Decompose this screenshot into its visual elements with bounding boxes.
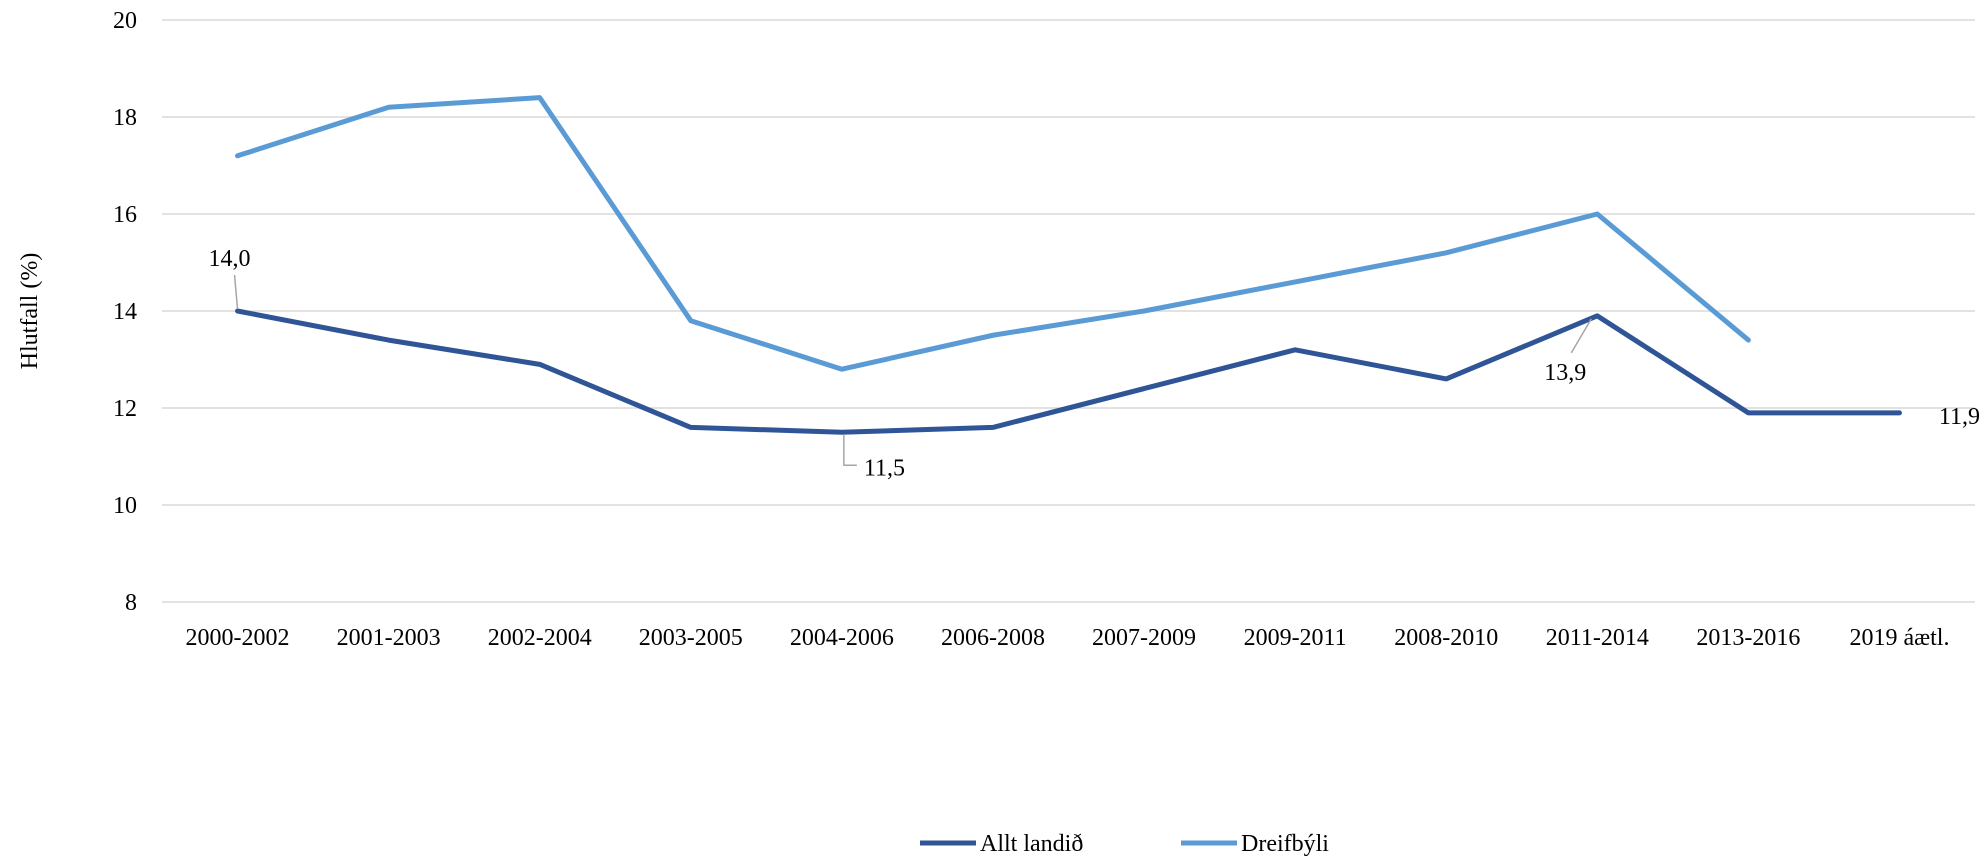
x-tick-label: 2004-2006 [790,625,894,651]
x-tick-label: 2006-2008 [941,625,1045,651]
y-tick-label: 8 [125,590,137,616]
data-label-leader-line [1570,318,1592,354]
data-labels: 14,0 11,5 13,9 11,9 [209,246,1980,481]
series-line-2 [235,95,1751,372]
y-tick-label: 16 [113,202,137,228]
y-axis-ticks: 8 10 12 14 16 18 20 [113,8,137,616]
x-tick-label: 2002-2004 [488,625,592,651]
legend: Allt landið Dreifbýli [920,831,1329,857]
data-label: 11,9 [1939,404,1980,430]
y-tick-label: 10 [113,493,137,519]
y-tick-label: 12 [113,396,137,422]
series-lines [235,95,1902,435]
x-tick-label: 2009-2011 [1244,625,1347,651]
x-axis-ticks: 2000-2002 2001-2003 2002-2004 2003-2005 2004… [186,625,1950,651]
series-line-1 [235,308,1902,435]
y-axis-title: Hlutfall (%) [17,253,43,370]
x-tick-label: 2000-2002 [186,625,290,651]
y-tick-label: 14 [113,299,137,325]
gridlines [162,19,1975,603]
y-tick-label: 18 [113,105,137,131]
x-tick-label: 2013-2016 [1696,625,1800,651]
x-tick-label: 2003-2005 [639,625,743,651]
x-tick-label: 2008-2010 [1394,625,1498,651]
data-label: 14,0 [209,246,251,272]
data-label-leader-line [843,434,857,466]
y-tick-label: 20 [113,8,137,34]
data-label-leader-line [233,274,239,310]
legend-label: Dreifbýli [1241,831,1329,857]
legend-label: Allt landið [980,831,1083,857]
data-label: 11,5 [864,455,905,481]
x-tick-label: 2011-2014 [1546,625,1649,651]
x-tick-label: 2019 áætl. [1849,625,1949,651]
x-tick-label: 2007-2009 [1092,625,1196,651]
x-tick-label: 2001-2003 [337,625,441,651]
data-label: 13,9 [1544,360,1586,386]
